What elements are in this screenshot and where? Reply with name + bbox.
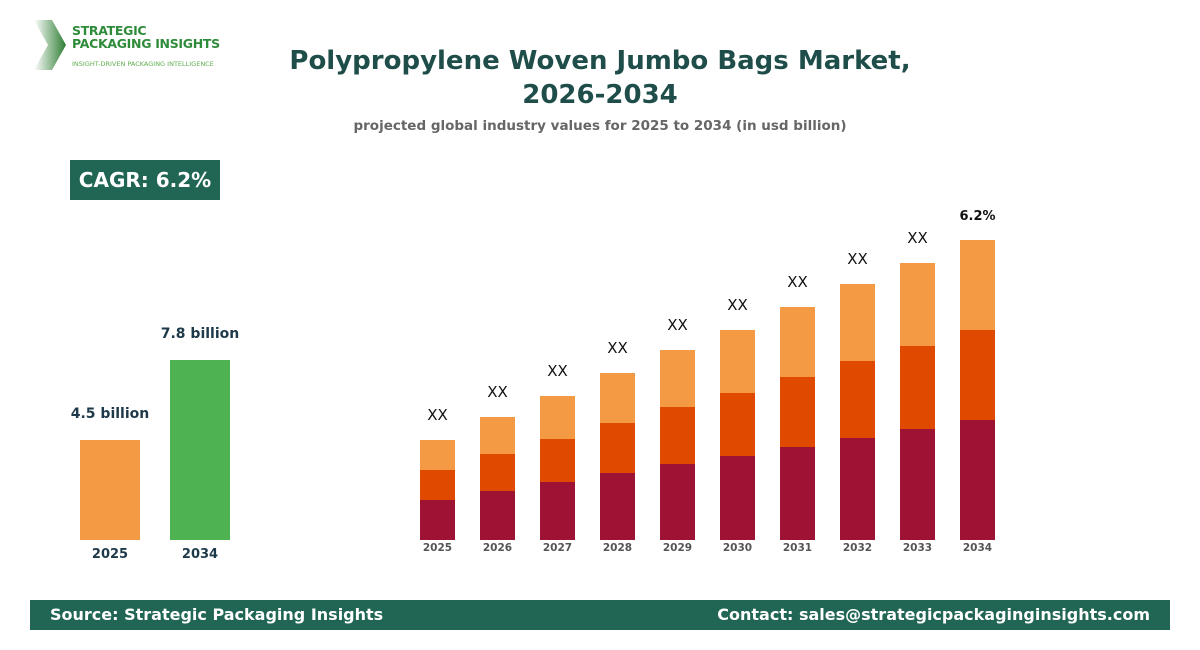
bar-segment-2033-0 bbox=[900, 429, 935, 540]
bar-segment-2026-1 bbox=[480, 454, 515, 491]
contact-text: Contact: sales@strategicpackaginginsight… bbox=[717, 605, 1150, 624]
tick-2025: 2025 bbox=[91, 547, 129, 562]
bar-2034 bbox=[170, 360, 230, 540]
bar-segment-2028-1 bbox=[600, 423, 635, 473]
bar-segment-2025-1 bbox=[420, 470, 455, 500]
bar-segment-2029-1 bbox=[660, 407, 695, 464]
bar-segment-2031-1 bbox=[780, 377, 815, 447]
data-label-2028: XX bbox=[607, 339, 628, 357]
data-label-2027: XX bbox=[547, 362, 568, 380]
tick-2034: 2034 bbox=[181, 547, 219, 562]
data-label-2026: XX bbox=[487, 383, 508, 401]
data-label-2033: XX bbox=[907, 229, 928, 247]
logo-line2: PACKAGING INSIGHTS bbox=[72, 36, 220, 51]
bar-segment-2027-2 bbox=[540, 396, 575, 439]
tick-2032: 2032 bbox=[843, 542, 872, 554]
bar-segment-2025-2 bbox=[420, 440, 455, 470]
bar-segment-2030-2 bbox=[720, 330, 755, 393]
data-label-2032: XX bbox=[847, 250, 868, 268]
subtitle: projected global industry values for 202… bbox=[353, 118, 847, 134]
tick-2034: 2034 bbox=[963, 542, 992, 554]
bar-segment-2029-2 bbox=[660, 350, 695, 407]
bar-segment-2032-1 bbox=[840, 361, 875, 438]
page-title: Polypropylene Woven Jumbo Bags Market, 2… bbox=[0, 44, 1200, 112]
bar-segment-2032-2 bbox=[840, 284, 875, 361]
label-2025-value: 4.5 billion bbox=[70, 406, 150, 422]
bar-segment-2034-2 bbox=[960, 240, 995, 330]
bar-segment-2028-0 bbox=[600, 473, 635, 540]
tick-2030: 2030 bbox=[723, 542, 752, 554]
data-label-2029: XX bbox=[667, 316, 688, 334]
tick-2033: 2033 bbox=[903, 542, 932, 554]
data-label-2034: 6.2% bbox=[959, 209, 995, 224]
bar-segment-2026-0 bbox=[480, 491, 515, 540]
title-line1: Polypropylene Woven Jumbo Bags Market, bbox=[289, 46, 911, 76]
cagr-badge: CAGR: 6.2% bbox=[70, 160, 220, 200]
data-label-2031: XX bbox=[787, 273, 808, 291]
tick-2031: 2031 bbox=[783, 542, 812, 554]
bar-segment-2032-0 bbox=[840, 438, 875, 540]
bar-2025 bbox=[80, 440, 140, 540]
tick-2029: 2029 bbox=[663, 542, 692, 554]
logo-tagline: INSIGHT-DRIVEN PACKAGING INTELLIGENCE bbox=[72, 60, 214, 68]
tick-2028: 2028 bbox=[603, 542, 632, 554]
bar-segment-2030-1 bbox=[720, 393, 755, 456]
bar-segment-2031-2 bbox=[780, 307, 815, 377]
bar-segment-2028-2 bbox=[600, 373, 635, 423]
bar-segment-2027-0 bbox=[540, 482, 575, 540]
stacked-bar-chart: XX 2025 XX 2026 XX 2027 XX 2028 XX 2029 XX 2030 XX 20… bbox=[420, 209, 996, 554]
tick-2027: 2027 bbox=[543, 542, 572, 554]
source-text: Source: Strategic Packaging Insights bbox=[50, 605, 384, 624]
logo-line1: STRATEGIC bbox=[72, 23, 147, 38]
title-line2: 2026-2034 bbox=[522, 80, 678, 110]
logo: STRATEGIC PACKAGING INSIGHTS bbox=[72, 24, 220, 50]
bar-segment-2030-0 bbox=[720, 456, 755, 540]
tick-2026: 2026 bbox=[483, 542, 512, 554]
footer-bar: Source: Strategic Packaging Insights Con… bbox=[30, 600, 1170, 630]
bar-segment-2033-1 bbox=[900, 346, 935, 429]
bar-segment-2031-0 bbox=[780, 447, 815, 540]
data-label-2030: XX bbox=[727, 296, 748, 314]
logo-chevron-icon bbox=[34, 20, 66, 70]
bar-segment-2025-0 bbox=[420, 500, 455, 540]
bar-segment-2026-2 bbox=[480, 417, 515, 454]
bar-segment-2029-0 bbox=[660, 464, 695, 540]
bar-segment-2034-0 bbox=[960, 420, 995, 540]
bar-segment-2034-1 bbox=[960, 330, 995, 420]
bar-segment-2027-1 bbox=[540, 439, 575, 482]
bar-segment-2033-2 bbox=[900, 263, 935, 346]
label-2034-value: 7.8 billion bbox=[160, 326, 240, 342]
tick-2025: 2025 bbox=[423, 542, 452, 554]
data-label-2025: XX bbox=[427, 406, 448, 424]
